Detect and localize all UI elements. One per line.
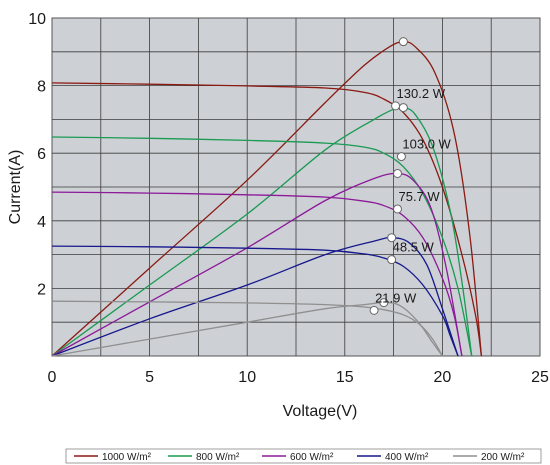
y-tick-label: 2 — [37, 281, 46, 298]
legend-label: 800 W/m² — [196, 452, 240, 463]
pv-curve — [51, 41, 483, 357]
y-tick-label: 8 — [37, 79, 46, 96]
markers — [369, 37, 408, 315]
max-power-label: 103.0 W — [402, 137, 451, 152]
x-tick-label: 25 — [531, 369, 549, 386]
mpp-marker — [387, 255, 397, 265]
mpp-marker — [393, 204, 403, 214]
iv-curve — [51, 300, 443, 357]
max-power-label: 21.9 W — [375, 290, 417, 305]
y-axis-label: Current(A) — [7, 150, 24, 225]
iv-curve — [51, 82, 483, 357]
legend: 1000 W/m² 800 W/m² 600 W/m² 400 W/m² 200 W/m… — [65, 448, 542, 464]
pv-curve — [51, 172, 463, 357]
x-tick-label: 5 — [145, 369, 154, 386]
grid — [52, 18, 540, 356]
max-power-label: 130.2 W — [397, 86, 446, 101]
max-power-label: 75.7 W — [399, 189, 441, 204]
x-axis-label: Voltage(V) — [283, 403, 358, 420]
max-power-marker — [387, 233, 397, 243]
max-power-marker — [393, 168, 403, 178]
legend-label: 600 W/m² — [290, 452, 334, 463]
legend-label: 200 W/m² — [481, 452, 525, 463]
legend-label: 1000 W/m² — [102, 452, 152, 463]
mpp-marker — [396, 152, 406, 162]
x-tick-label: 0 — [48, 369, 57, 386]
y-tick-label: 6 — [37, 146, 46, 163]
y-tick-label: 10 — [28, 11, 46, 28]
legend-box — [65, 448, 542, 464]
pv-curve — [51, 236, 459, 357]
y-tick-label: 4 — [37, 214, 46, 231]
x-tick-label: 20 — [434, 369, 452, 386]
iv-curve — [51, 245, 459, 357]
legend-label: 400 W/m² — [385, 452, 429, 463]
mpp-marker — [391, 101, 401, 111]
power-labels: 130.2 W 103.0 W 75.7 W 48.5 W 21.9 W — [375, 86, 451, 305]
max-power-marker — [379, 298, 389, 308]
mpp-marker — [369, 305, 379, 315]
x-tick-label: 15 — [336, 369, 354, 386]
ticks: 0 5 10 15 20 25 2 4 6 8 10 — [28, 11, 549, 386]
iv-curve — [51, 191, 463, 357]
iv-curve — [51, 136, 473, 357]
x-tick-label: 10 — [238, 369, 256, 386]
max-power-label: 48.5 W — [393, 240, 435, 255]
max-power-marker — [398, 37, 408, 47]
max-power-marker — [398, 103, 408, 113]
